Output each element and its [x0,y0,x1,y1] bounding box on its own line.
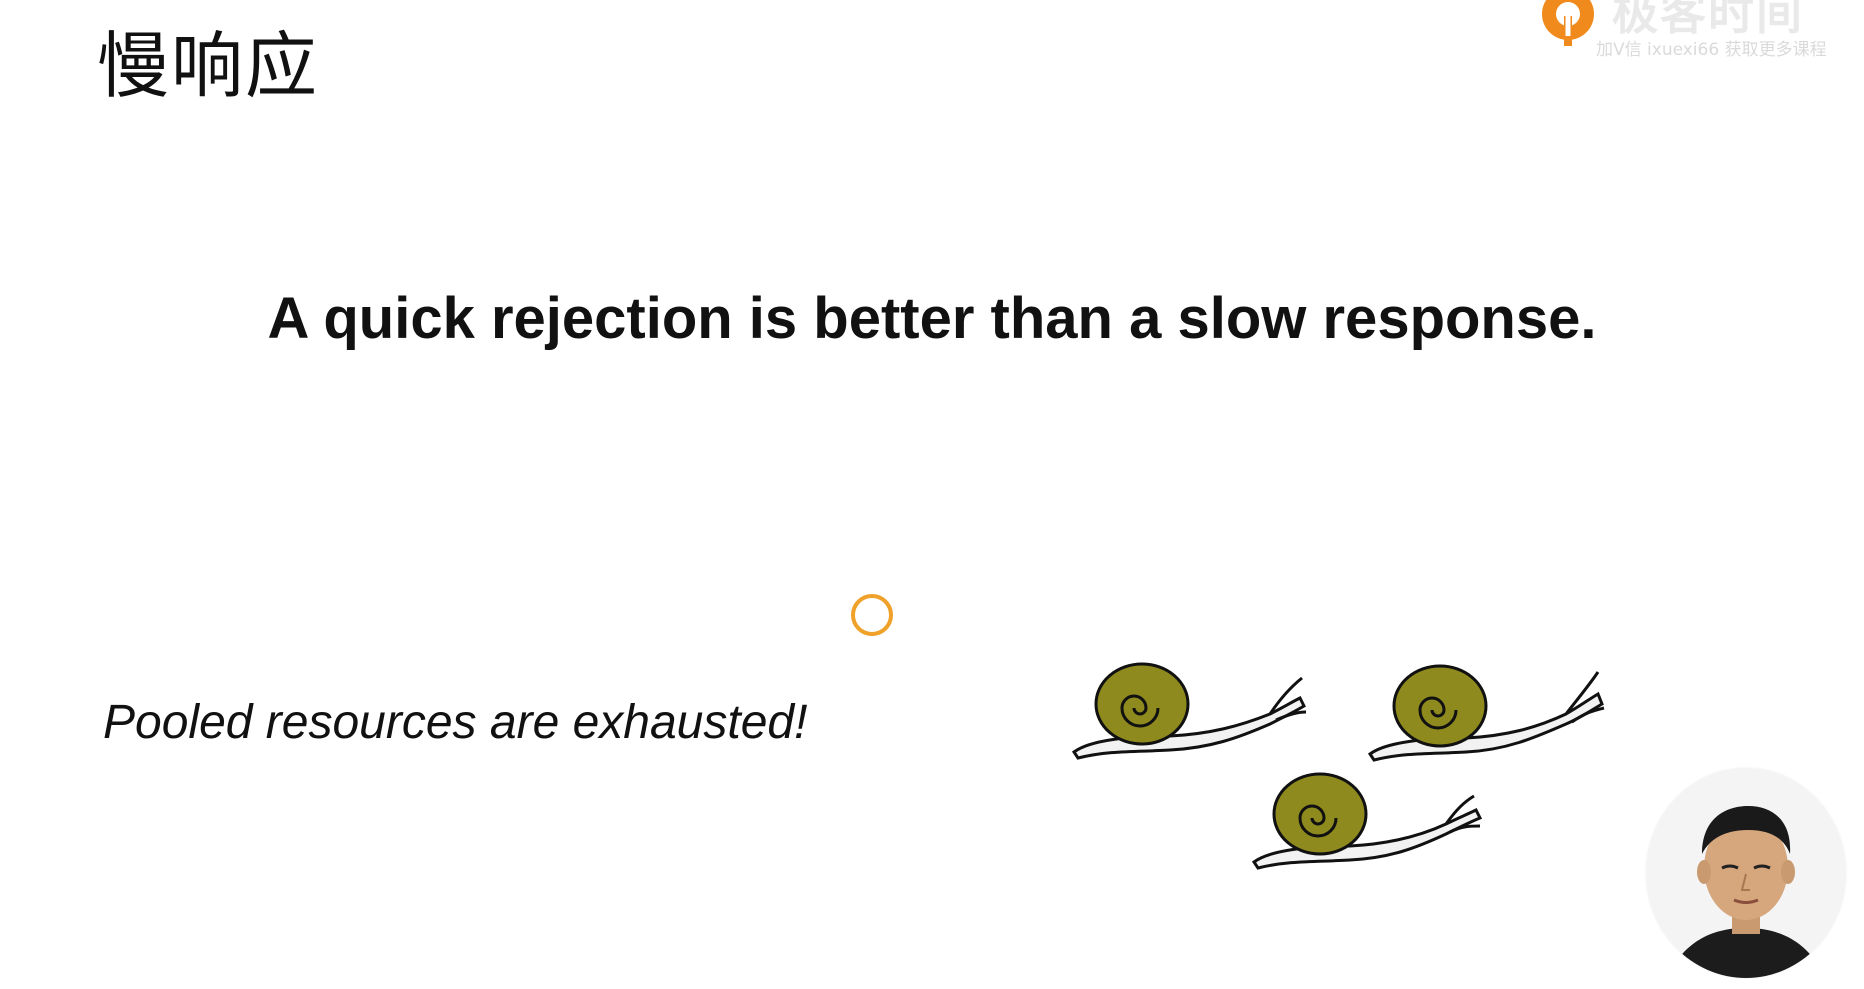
caption-text: Pooled resources are exhausted! [103,696,808,749]
presenter-icon [1646,768,1846,978]
cursor-indicator [851,594,893,636]
snail-icon [1367,664,1605,762]
brand-subtitle: 加V信 ixuexi66 获取更多课程 [1596,40,1827,60]
brand-name: 极客时间 [1612,0,1804,40]
headline-text: A quick rejection is better than a slow … [267,286,1597,351]
snail-icon [1071,662,1307,760]
slide-title: 慢响应 [97,24,320,108]
snails-illustration [1071,662,1605,870]
snail-icon [1251,772,1483,870]
presenter-avatar [1646,768,1846,978]
brand-watermark: 极客时间 加V信 ixuexi66 获取更多课程 [1534,0,1864,66]
geektime-logo-icon [1542,0,1594,46]
